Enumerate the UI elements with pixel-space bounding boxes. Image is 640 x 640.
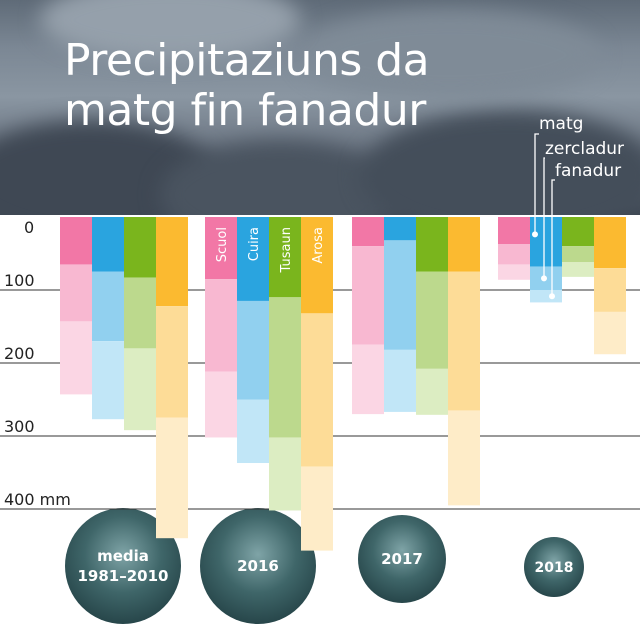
legend-pointer-dot [541, 275, 547, 282]
bar-segment-zercladur [124, 277, 156, 349]
bar-segment-matg [205, 217, 237, 280]
y-tick-label: 0 [24, 218, 34, 237]
bar-segment-zercladur [269, 297, 301, 438]
group-label: 2017 [381, 550, 423, 568]
bar-segment-zercladur [205, 279, 237, 372]
circle-labels: media 1981–2010 2016 2017 2018 [78, 547, 574, 585]
bar-segment-zercladur [60, 264, 92, 322]
bar-segment-matg [124, 217, 156, 278]
bar-segment-fanadur [594, 311, 626, 355]
group-photo-circle [358, 515, 446, 603]
legend-fanadur: fanadur [555, 161, 622, 181]
legend-pointer-line [534, 133, 539, 235]
y-tick-label: 100 [4, 271, 35, 290]
bar-segment-matg [237, 217, 269, 301]
station-label: Tusaun [279, 227, 294, 273]
bar-segment-fanadur [237, 399, 269, 464]
group-label: 2016 [237, 557, 279, 575]
sky-background [0, 0, 640, 215]
bar-segment-zercladur [594, 268, 626, 312]
bar-segment-matg [498, 217, 530, 245]
bar-segment-zercladur [448, 271, 480, 411]
y-tick-label: 300 [4, 417, 35, 436]
bar-segment-fanadur [60, 321, 92, 395]
bar-segment-fanadur [352, 344, 384, 415]
bar-segment-zercladur [237, 300, 269, 400]
group-label: 2018 [535, 560, 574, 576]
bar-segment-zercladur [562, 246, 594, 263]
bar-segment-fanadur [448, 410, 480, 506]
bar-segment-fanadur [156, 417, 188, 539]
bar-segment-matg [562, 217, 594, 247]
bar-segment-matg [92, 217, 124, 272]
bar-segment-matg [156, 217, 188, 307]
bar-segment-matg [60, 217, 92, 265]
station-label: Cuira [247, 227, 262, 261]
legend-pointers [532, 133, 555, 300]
bar-segment-zercladur [92, 271, 124, 342]
bar-segment-fanadur [498, 264, 530, 280]
bar-segment-matg [594, 217, 626, 269]
bar-segment-zercladur [156, 306, 188, 418]
station-label: Arosa [311, 227, 326, 264]
legend-matg: matg [539, 114, 584, 134]
bar-segment-fanadur [530, 290, 562, 303]
bar-segment-fanadur [205, 371, 237, 438]
title-line-1: Precipitaziuns da [64, 35, 430, 86]
bar-segment-zercladur [498, 244, 530, 265]
bar-segment-fanadur [562, 262, 594, 277]
bar-segment-fanadur [92, 341, 124, 420]
group-label: media [97, 547, 149, 565]
legend-pointer-dot [532, 231, 538, 238]
circles-layer [65, 508, 584, 624]
bar-segment-zercladur [352, 246, 384, 345]
bar-segment-matg [448, 217, 480, 272]
bar-segment-matg [416, 217, 448, 272]
title-line-2: matg fin fanadur [64, 85, 426, 136]
bar-segment-fanadur [124, 348, 156, 431]
bar-segment-zercladur [416, 271, 448, 369]
bar-segment-zercladur [301, 313, 333, 467]
station-label: Scuol [215, 227, 230, 262]
group-label: 1981–2010 [78, 567, 169, 585]
y-tick-label: 200 [4, 344, 35, 363]
legend-pointer-line [543, 157, 545, 279]
bar-segment-matg [269, 217, 301, 298]
bar-segment-zercladur [384, 240, 416, 350]
station-labels: Scuol Cuira Tusaun Arosa [215, 227, 326, 273]
legend-zercladur: zercladur [545, 139, 625, 159]
bar-segment-matg [384, 217, 416, 241]
group-photo-circle [200, 508, 316, 624]
legend-pointer-line [551, 179, 555, 297]
chart-title: Precipitaziuns da matg fin fanadur [64, 35, 430, 136]
group-photo-circle [65, 508, 181, 624]
bar-segment-fanadur [269, 437, 301, 511]
bar-segment-matg [301, 217, 333, 314]
legend-pointer-dot [549, 293, 555, 300]
bar-segment-fanadur [384, 349, 416, 412]
group-photo-circle [524, 537, 584, 597]
bar-segment-fanadur [301, 466, 333, 551]
bar-segment-matg [352, 217, 384, 247]
y-tick-label: 400 mm [4, 490, 71, 509]
bar-segment-fanadur [416, 368, 448, 415]
bars-layer [60, 217, 626, 551]
